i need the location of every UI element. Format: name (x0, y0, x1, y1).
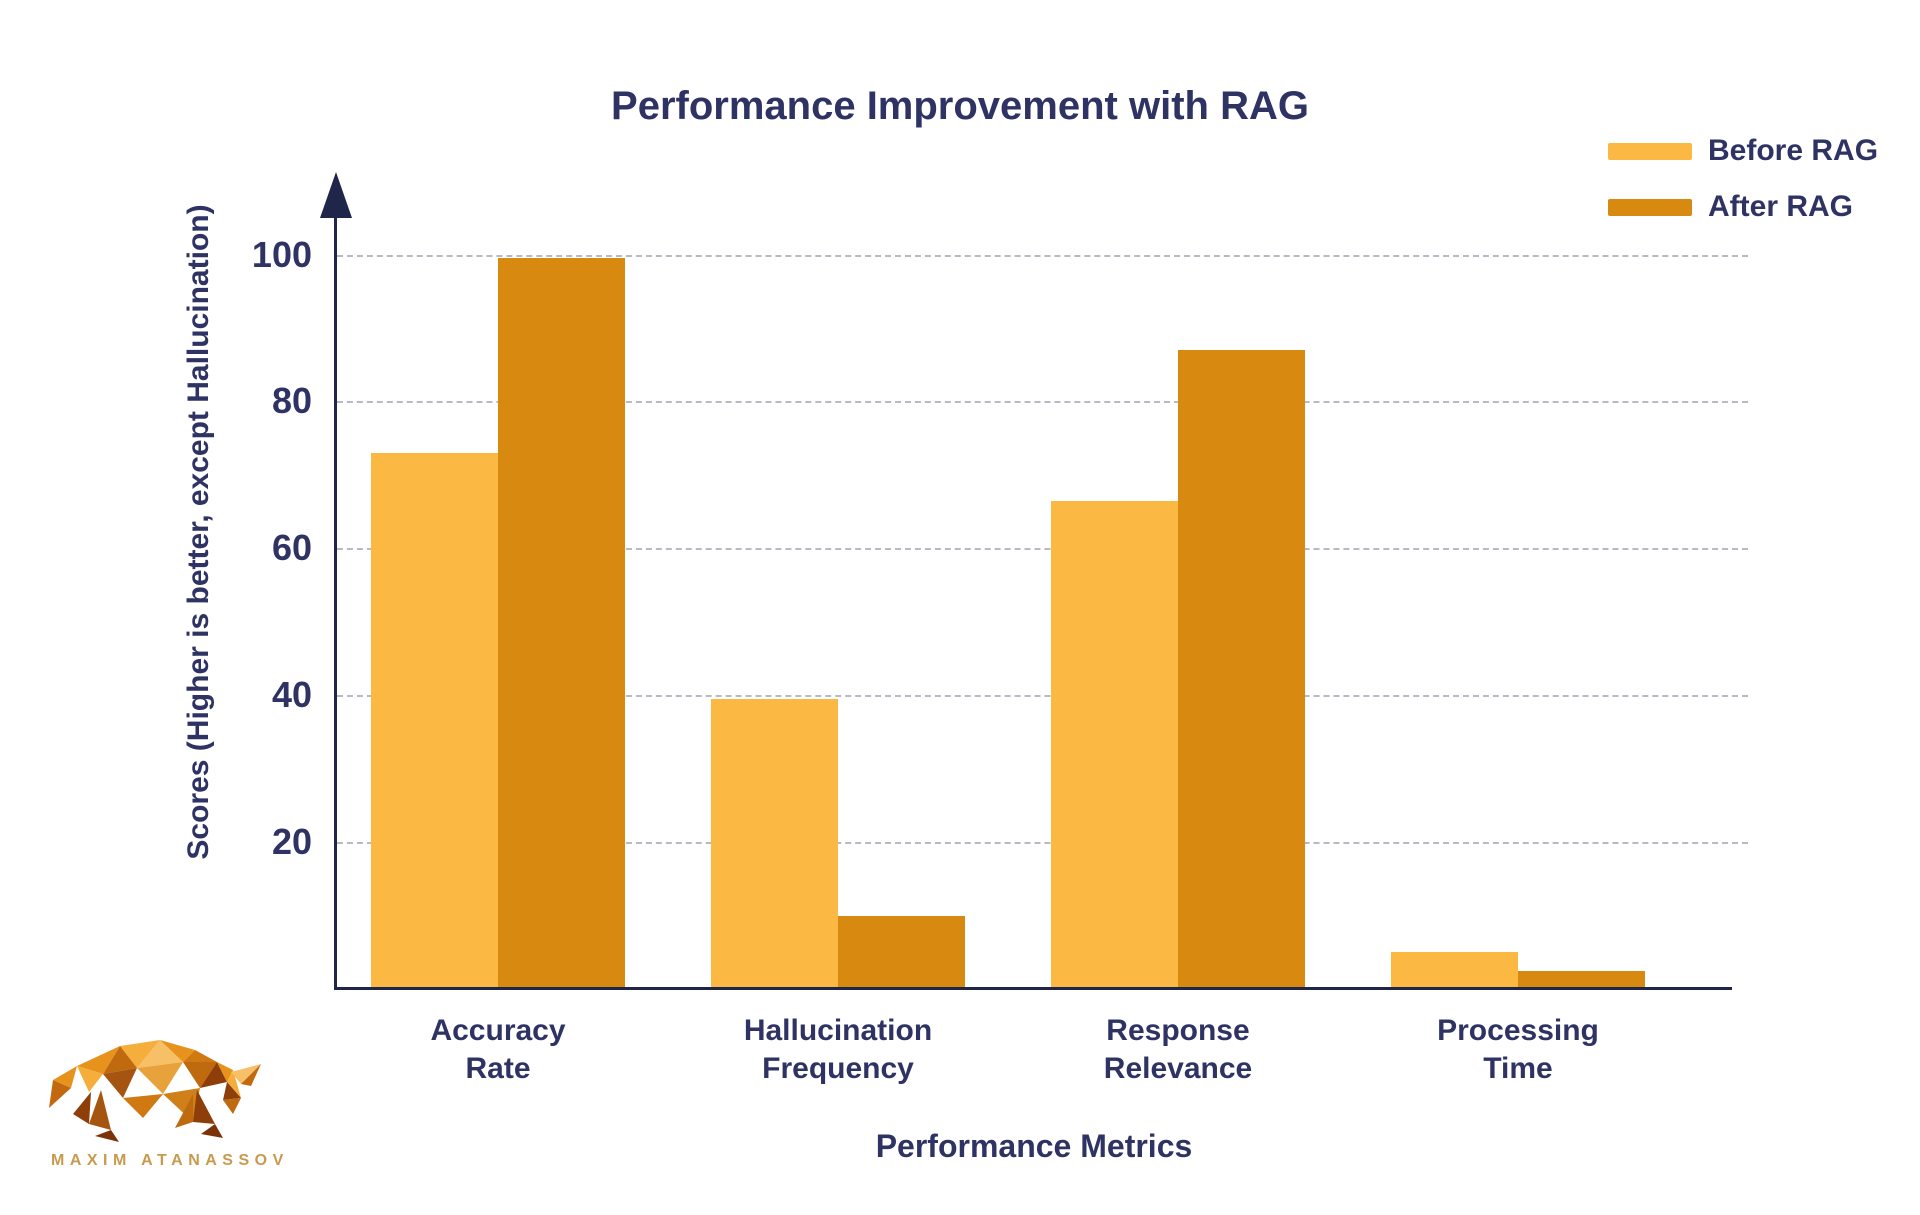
y-tick-label-80: 80 (271, 380, 312, 421)
gridline-80 (337, 401, 1748, 403)
legend: Before RAG After RAG (1608, 134, 1879, 248)
legend-label-before-rag: Before RAG (1708, 134, 1879, 167)
bar-after-rag-processing-time (1518, 971, 1645, 989)
gridline-60 (337, 548, 1748, 550)
legend-swatch-before-rag-icon (1608, 142, 1692, 160)
gridline-40 (337, 695, 1748, 697)
y-tick-label-100: 100 (251, 234, 312, 275)
brand-logo: MAXIM ATANASSOV (45, 1032, 289, 1170)
x-axis-title: Performance Metrics (875, 1128, 1193, 1164)
chart-title: Performance Improvement with RAG (611, 84, 1309, 128)
bar-before-rag-processing-time (1391, 952, 1518, 989)
bar-before-rag-accuracy-rate (371, 453, 498, 989)
bar-before-rag-response-relevance (1051, 501, 1178, 989)
y-tick-label-40: 40 (271, 674, 312, 715)
x-category-label-hallucination-frequency: Hallucination Frequency (743, 1014, 933, 1085)
legend-swatch-after-rag-icon (1608, 198, 1692, 216)
y-axis-line (334, 212, 337, 989)
y-tick-label-20: 20 (271, 821, 312, 862)
y-tick-label-60: 60 (271, 527, 312, 568)
x-category-label-accuracy-rate: Accuracy Rate (430, 1014, 566, 1085)
bar-after-rag-hallucination-frequency (838, 916, 965, 989)
bar-before-rag-hallucination-frequency (711, 699, 838, 989)
gridline-20 (337, 842, 1748, 844)
y-axis-arrow-icon (320, 172, 352, 218)
brand-name: MAXIM ATANASSOV (51, 1152, 289, 1169)
legend-label-after-rag: After RAG (1708, 190, 1854, 223)
x-axis-line (334, 987, 1732, 990)
x-category-label-response-relevance: Response Relevance (1103, 1014, 1253, 1085)
legend-item-before-rag: Before RAG (1608, 134, 1879, 167)
legend-item-after-rag: After RAG (1608, 190, 1878, 223)
bar-after-rag-accuracy-rate (498, 258, 625, 989)
bar-after-rag-response-relevance (1178, 350, 1305, 989)
gridline-100 (337, 255, 1748, 257)
x-category-label-processing-time: Processing Time (1437, 1014, 1599, 1085)
bull-logo-icon (49, 1040, 261, 1142)
